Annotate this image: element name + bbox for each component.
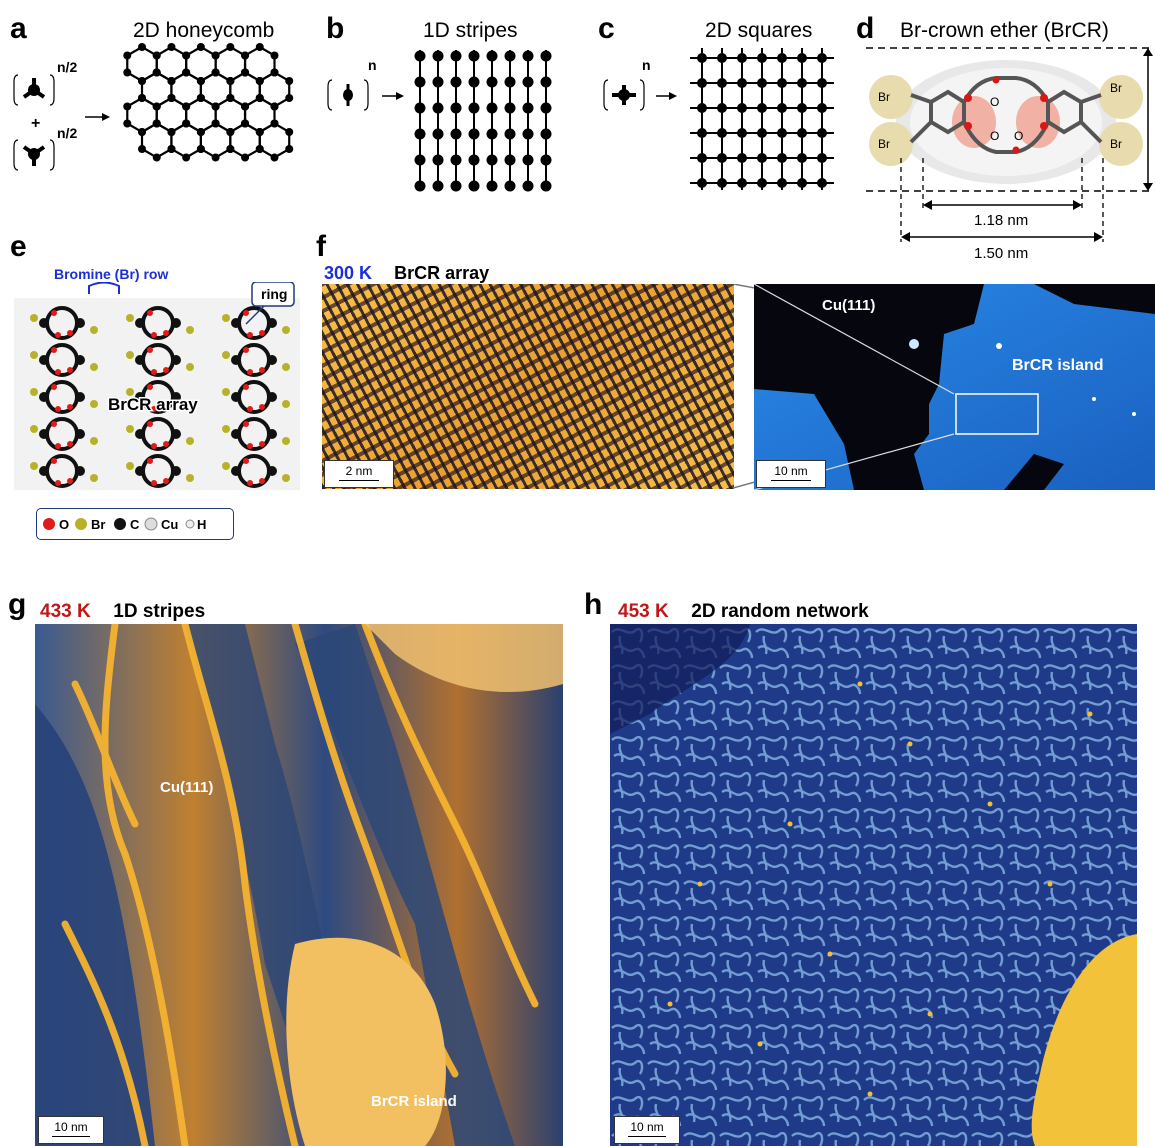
o-atom-label: O	[990, 129, 999, 143]
ring-callout: ring	[261, 286, 287, 302]
honeycomb-lattice	[123, 43, 294, 162]
tripod-monomer-down	[13, 139, 55, 171]
panel-c-diagram: n	[603, 48, 834, 190]
stm-image-1d-stripes: Cu(111) BrCR island	[35, 624, 563, 1146]
panel-g-label: g	[8, 588, 27, 621]
scale-bar-g: 10 nm	[38, 1116, 104, 1144]
panel-h-label: h	[584, 588, 603, 621]
panel-h-title: 2D random network	[691, 601, 869, 622]
outer-dimension: 1.50 nm	[974, 245, 1028, 262]
panel-h-temperature: 453 K	[618, 601, 669, 622]
scale-bar-label: 10 nm	[774, 464, 808, 478]
panel-e-label: e	[10, 230, 27, 263]
cu111-label-f: Cu(111)	[822, 297, 875, 314]
cu111-label-g: Cu(111)	[160, 779, 213, 796]
bromine-row-label: Bromine (Br) row	[54, 266, 169, 282]
brcr-island-label-f: BrCR island	[1012, 357, 1104, 374]
o-atom-label: O	[990, 95, 999, 109]
br-atom-label: Br	[1110, 137, 1122, 151]
scale-bar-label: 2 nm	[345, 464, 373, 478]
zoom-region-box	[955, 393, 1039, 435]
brcr-array-label: BrCR array	[108, 395, 198, 414]
panel-d-title: Br-crown ether (BrCR)	[900, 19, 1109, 42]
panel-b-label: b	[326, 12, 345, 45]
scale-bar-f-left: 2 nm	[324, 460, 394, 488]
cross-exponent: n	[642, 57, 651, 73]
legend-br: Br	[91, 517, 105, 532]
tripod-up-exponent: n/2	[57, 59, 77, 75]
br-atom-label: Br	[878, 90, 890, 104]
linear-exponent: n	[368, 57, 377, 73]
stm-image-brcr-array	[322, 284, 734, 489]
plus-sign: +	[31, 115, 40, 132]
panel-d-molecule: Br Br Br Br O O O 1.18 nm 1.50 nm	[866, 47, 1153, 262]
scale-bar-label: 10 nm	[630, 1120, 664, 1134]
panel-c-title: 2D squares	[705, 19, 813, 42]
scale-bar-f-right: 10 nm	[756, 460, 826, 488]
legend-o: O	[59, 517, 69, 532]
legend-c: C	[130, 517, 140, 532]
scale-bar-label: 10 nm	[54, 1120, 88, 1134]
panel-f-title: BrCR array	[394, 263, 490, 283]
panel-b-diagram: n	[327, 50, 552, 192]
scale-bar-h: 10 nm	[614, 1116, 680, 1144]
brcr-island-label-g: BrCR island	[371, 1093, 457, 1110]
panel-b-title: 1D stripes	[423, 19, 518, 42]
atom-legend: O Br C Cu H	[36, 508, 234, 540]
br-atom-label: Br	[1110, 81, 1122, 95]
o-atom-label: O	[1014, 129, 1023, 143]
panel-e-array: ring BrCR array	[14, 282, 300, 490]
panel-c-label: c	[598, 12, 615, 45]
panel-f-temperature: 300 K	[324, 263, 373, 283]
br-atom-label: Br	[878, 137, 890, 151]
stripes-lattice	[414, 50, 552, 192]
squares-lattice	[690, 48, 834, 190]
panel-a-label: a	[10, 12, 27, 45]
tripod-monomer-up	[13, 74, 55, 106]
panel-a-diagram: n/2 + n/2	[13, 43, 294, 171]
panel-d-label: d	[856, 12, 875, 45]
cross-monomer	[603, 79, 645, 111]
linear-monomer	[327, 79, 369, 111]
panel-f-label: f	[316, 230, 326, 263]
stm-image-2d-random-network	[610, 624, 1137, 1146]
panel-a-title: 2D honeycomb	[133, 19, 275, 42]
panel-g-temperature: 433 K	[40, 601, 91, 622]
panel-g-title: 1D stripes	[113, 601, 206, 622]
legend-cu: Cu	[161, 517, 178, 532]
stm-image-overview: Cu(111) BrCR island	[754, 284, 1155, 490]
legend-h: H	[197, 517, 206, 532]
tripod-down-exponent: n/2	[57, 125, 77, 141]
inner-dimension: 1.18 nm	[974, 212, 1028, 229]
zoom-lines	[733, 284, 755, 489]
